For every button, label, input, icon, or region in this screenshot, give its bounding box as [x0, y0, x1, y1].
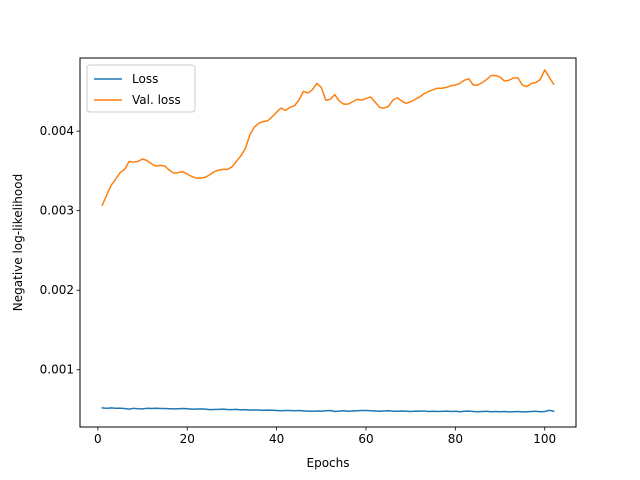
legend: Loss Val. loss — [86, 64, 196, 113]
x-tick-label: 100 — [533, 432, 556, 446]
y-tick-label: 0.001 — [40, 363, 74, 377]
legend-label-1: Val. loss — [132, 93, 181, 107]
x-axis-label: Epochs — [307, 456, 350, 470]
y-tick-label: 0.002 — [40, 283, 74, 297]
legend-label-0: Loss — [132, 72, 158, 86]
plot-area — [101, 69, 555, 413]
x-tick-label: 40 — [269, 432, 284, 446]
y-tick-label: 0.003 — [40, 204, 74, 218]
plot-frame — [79, 57, 577, 428]
series-line-1 — [101, 69, 555, 207]
y-axis-ticks: 0.001 0.002 0.003 0.004 — [40, 124, 80, 377]
x-tick-label: 60 — [358, 432, 373, 446]
x-tick-label: 80 — [448, 432, 463, 446]
y-tick-label: 0.004 — [40, 124, 74, 138]
series-line-0 — [101, 407, 555, 413]
x-axis-ticks: 0 20 40 60 80 100 — [94, 427, 556, 446]
x-tick-label: 20 — [180, 432, 195, 446]
y-axis-label: Negative log-likelihood — [11, 174, 25, 311]
x-tick-label: 0 — [94, 432, 102, 446]
